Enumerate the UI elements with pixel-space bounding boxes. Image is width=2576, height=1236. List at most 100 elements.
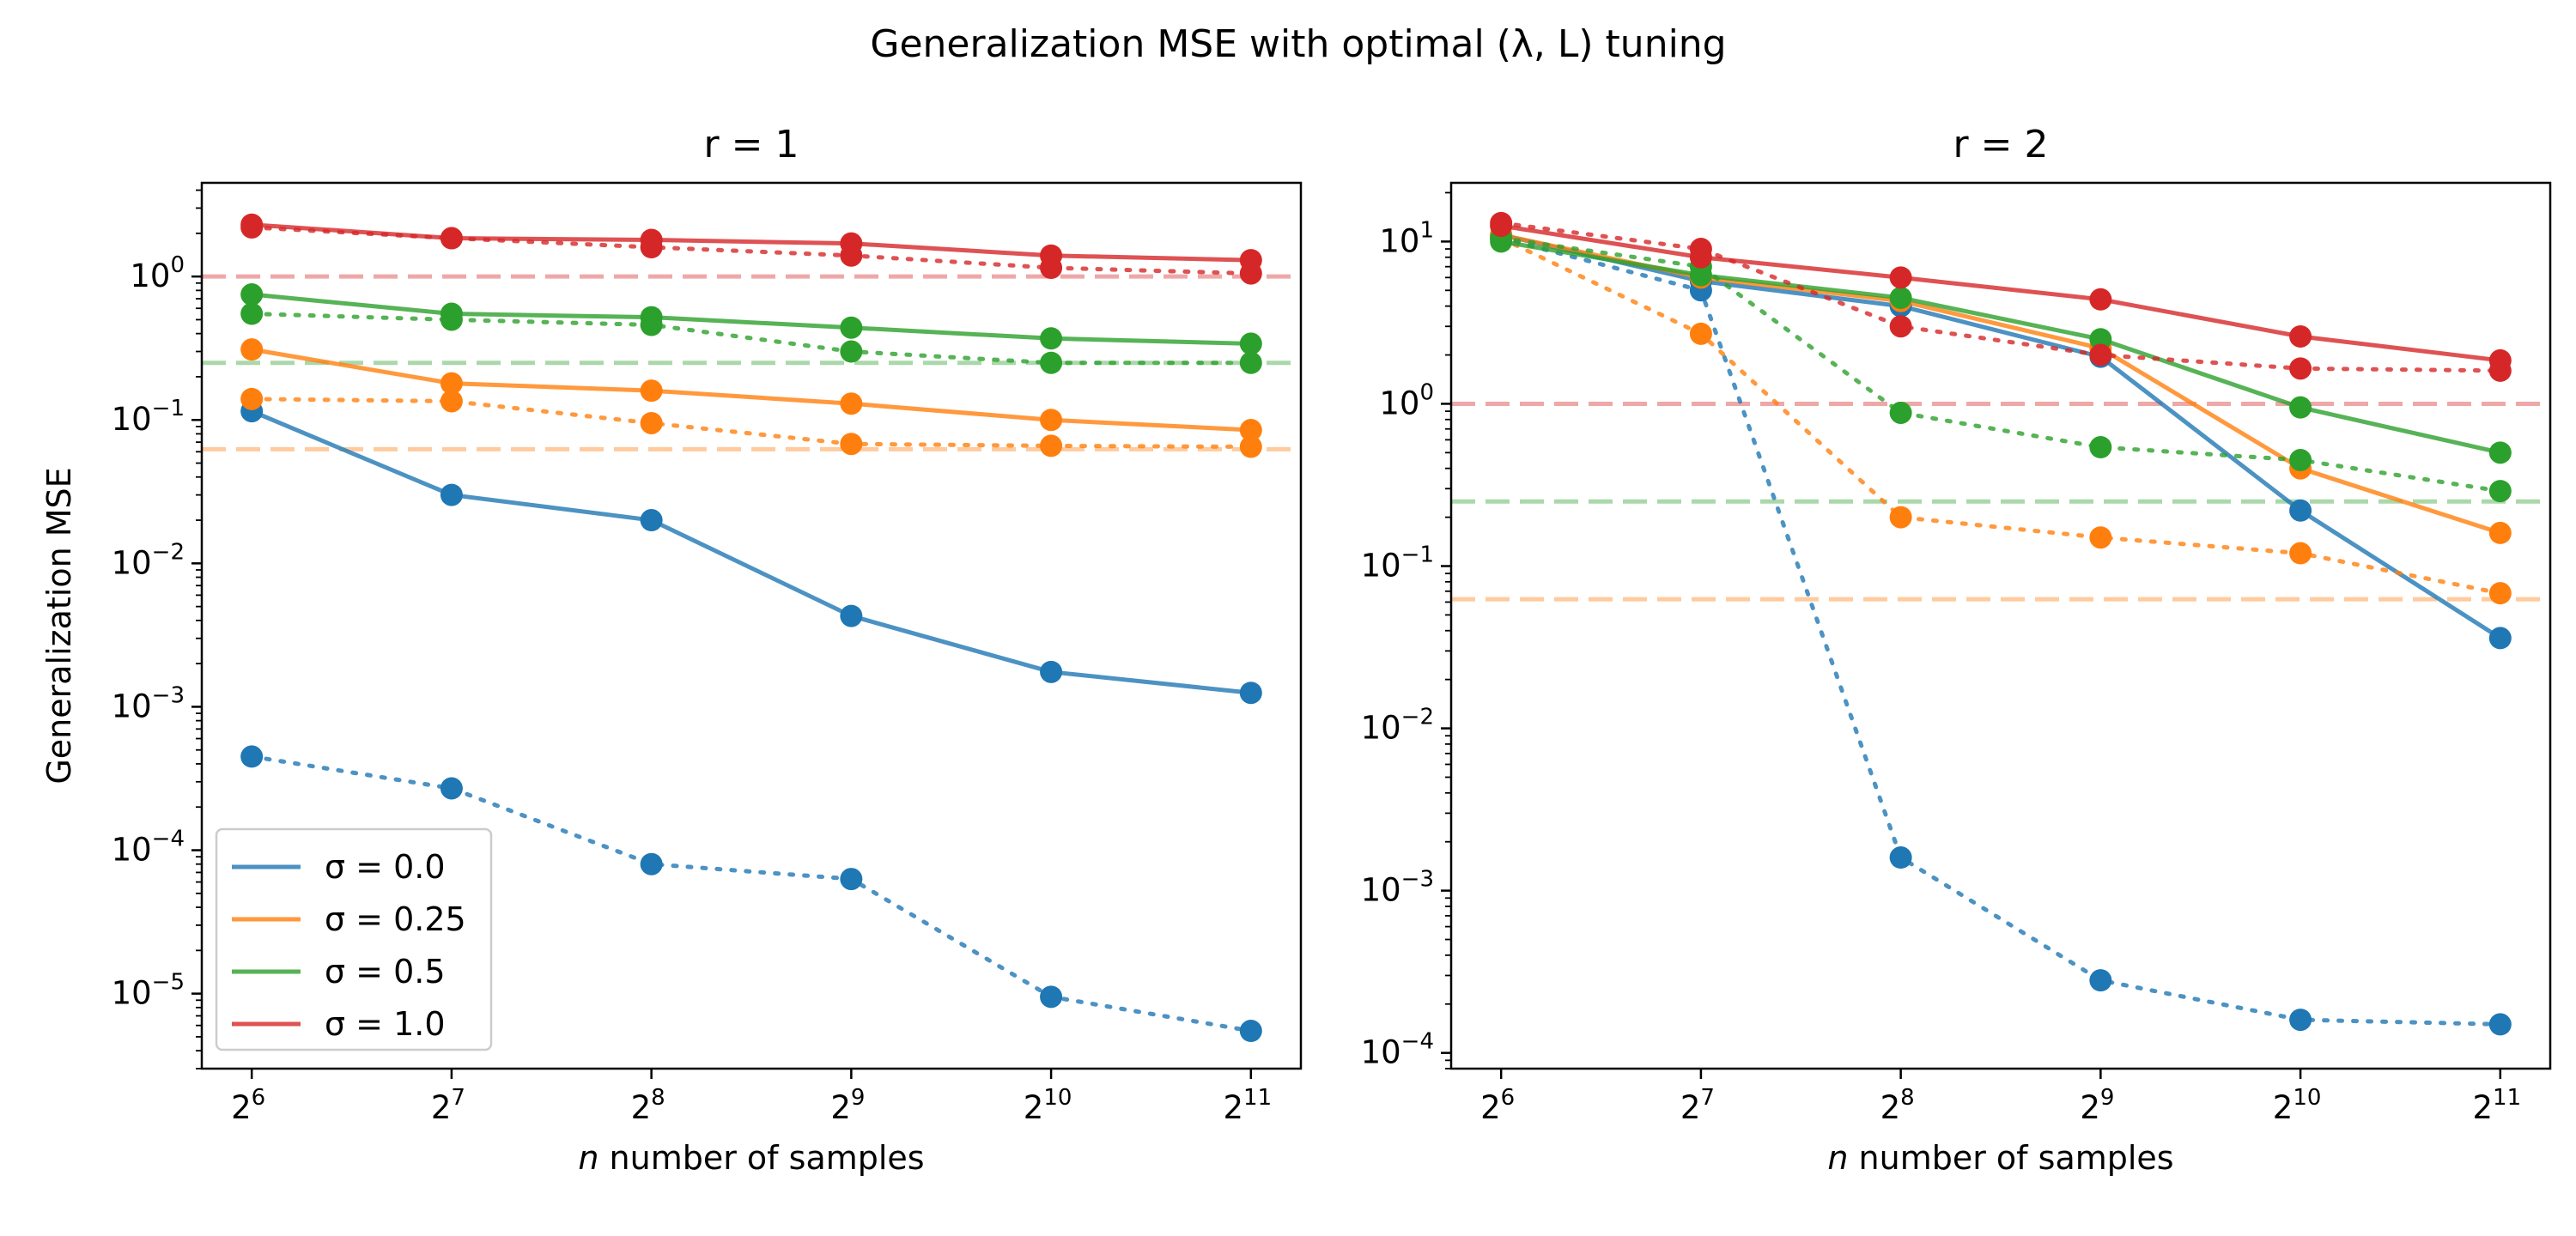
panel-2: r = 226 27 28 29 210 21110−410−310−210−110010…: [1361, 123, 2552, 1177]
x-tick-label: 29: [2080, 1085, 2114, 1126]
data-point: [2488, 480, 2512, 503]
x-tick-label: 29: [830, 1085, 865, 1126]
series-line-solid: [1498, 239, 2503, 455]
series-line-solid: [249, 409, 1254, 695]
y-tick-label: 10−5: [112, 970, 185, 1012]
series-line-solid: [1498, 223, 2503, 363]
data-point: [840, 868, 863, 891]
y-tick-label: 10−2: [112, 539, 185, 581]
y-tick-label: 10−2: [1361, 705, 1434, 747]
data-point: [440, 372, 463, 395]
data-point: [840, 433, 863, 456]
x-tick-label: 26: [1480, 1085, 1515, 1126]
data-point: [2289, 542, 2312, 565]
data-point: [1040, 351, 1063, 374]
legend-entry: σ = 0.25: [325, 900, 466, 938]
plot-frame: [200, 181, 1303, 1070]
y-tick-exponent: −1: [1401, 542, 1434, 568]
x-axis-label-text: number of samples: [598, 1139, 924, 1177]
y-tick-exponent: −1: [152, 396, 185, 421]
data-point: [1040, 327, 1063, 350]
x-tick-label: 210: [2273, 1085, 2322, 1126]
y-tick-exponent: −2: [1401, 705, 1434, 730]
data-point: [1239, 332, 1262, 355]
y-tick-exponent: 0: [1419, 379, 1434, 405]
data-point: [1040, 409, 1063, 432]
legend: σ = 0.0 σ = 0.25 σ = 0.5 σ = 1.0: [215, 827, 493, 1051]
series-line-solid: [249, 292, 1254, 346]
series-line-solid: [249, 347, 1254, 433]
data-point: [1040, 434, 1063, 457]
x-tick-exponent: 7: [451, 1085, 465, 1111]
x-tick-exponent: 6: [252, 1085, 266, 1111]
data-point: [2089, 288, 2112, 311]
data-point: [1239, 435, 1262, 458]
data-point: [840, 340, 863, 363]
legend-box: [215, 827, 493, 1051]
y-tick-label: 100: [130, 252, 185, 294]
x-tick-label: 27: [1680, 1085, 1715, 1126]
data-point: [640, 313, 663, 336]
y-tick-label: 10−4: [112, 827, 185, 869]
data-point: [2289, 449, 2312, 472]
data-point: [2488, 627, 2512, 650]
y-tick-label: 10−1: [1361, 542, 1434, 585]
data-point: [2089, 328, 2112, 351]
x-axis-label-text: number of samples: [1848, 1139, 2173, 1177]
data-point: [1889, 506, 1912, 529]
data-point: [240, 387, 264, 410]
data-point: [640, 411, 663, 434]
data-point: [2488, 359, 2512, 382]
x-tick-label: 28: [631, 1085, 665, 1126]
data-point: [1239, 419, 1262, 442]
x-axis-label-var: n: [578, 1139, 598, 1177]
series-line-solid: [249, 222, 1254, 263]
data-point: [1889, 846, 1912, 869]
data-point: [240, 283, 264, 306]
plot-frame: [1449, 181, 2552, 1070]
y-tick-exponent: −5: [152, 970, 185, 996]
series-line-dotted: [249, 312, 1254, 366]
data-point: [840, 316, 863, 339]
data-point: [2289, 499, 2312, 522]
data-point: [1239, 262, 1262, 285]
data-point: [1040, 660, 1063, 683]
data-point: [440, 390, 463, 413]
data-point: [640, 509, 663, 532]
data-point: [240, 745, 264, 768]
y-tick-label: 10−3: [112, 682, 185, 724]
data-point: [1689, 322, 1712, 345]
x-tick-label: 26: [231, 1085, 265, 1126]
x-axis-label: n number of samples: [1827, 1139, 2173, 1177]
data-point: [2488, 582, 2512, 605]
y-tick-exponent: 1: [1419, 217, 1434, 243]
data-point: [2289, 357, 2312, 380]
panel-1: r = 126 27 28 29 210 21110−510−410−310−210−11…: [40, 123, 1303, 1177]
data-point: [1040, 257, 1063, 280]
data-point: [2289, 396, 2312, 419]
data-point: [1040, 985, 1063, 1009]
data-point: [2488, 1013, 2512, 1036]
x-tick-exponent: 6: [1501, 1085, 1516, 1111]
data-point: [440, 483, 463, 506]
data-point: [1889, 266, 1912, 289]
x-tick-exponent: 8: [651, 1085, 665, 1111]
data-point: [240, 302, 264, 325]
data-point: [1889, 401, 1912, 424]
data-point: [640, 852, 663, 876]
data-point: [2488, 441, 2512, 464]
x-tick-exponent: 9: [2100, 1085, 2115, 1111]
y-tick-exponent: −3: [1401, 867, 1434, 893]
y-tick-exponent: −4: [1401, 1029, 1434, 1055]
data-point: [1490, 211, 1513, 234]
y-tick-exponent: −4: [152, 827, 185, 852]
x-tick-label: 211: [1223, 1085, 1272, 1126]
y-tick-label: 10−3: [1361, 867, 1434, 909]
x-tick-label: 27: [431, 1085, 465, 1126]
series-line-dotted: [1498, 235, 2503, 494]
data-point: [240, 338, 264, 361]
x-tick-exponent: 9: [851, 1085, 866, 1111]
figure-suptitle: Generalization MSE with optimal (λ, L) t…: [870, 22, 1726, 66]
data-point: [2089, 969, 2112, 992]
